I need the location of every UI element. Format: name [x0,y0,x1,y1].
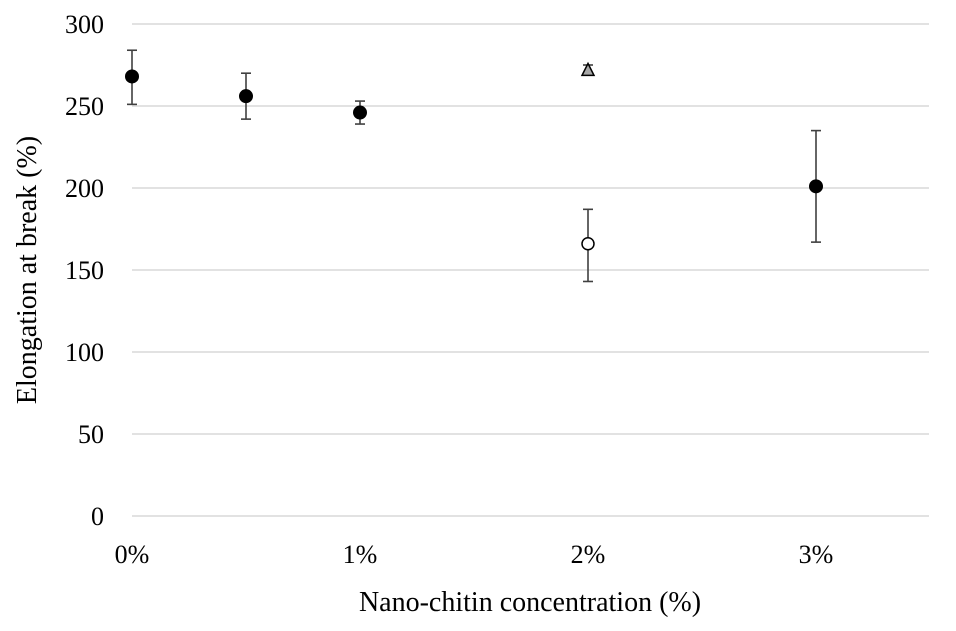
data-point-filled-circle [125,69,139,84]
gridlines [132,23,929,517]
x-axis-tick-labels: 0% 1% 2% 3% [115,540,834,569]
y-axis-tick-labels: 0 50 100 150 200 250 300 [65,10,104,531]
y-tick-label: 0 [91,502,104,531]
x-tick-label: 2% [571,540,606,569]
y-tick-label: 250 [65,92,104,121]
y-tick-label: 150 [65,256,104,285]
data-point-filled-circle [239,89,253,104]
data-point-filled-circle [353,105,367,120]
x-axis-title: Nano-chitin concentration (%) [359,587,701,618]
data-point-triangle [580,61,596,77]
x-tick-label: 3% [799,540,834,569]
x-tick-label: 1% [343,540,378,569]
y-tick-label: 200 [65,174,104,203]
x-tick-label: 0% [115,540,150,569]
data-points [125,61,823,251]
y-tick-label: 300 [65,10,104,39]
y-tick-label: 100 [65,338,104,367]
y-axis-title: Elongation at break (%) [12,136,43,404]
y-tick-label: 50 [78,420,104,449]
data-point-filled-circle [809,179,823,194]
data-point-open-circle [581,237,595,251]
error-bars [127,49,821,283]
